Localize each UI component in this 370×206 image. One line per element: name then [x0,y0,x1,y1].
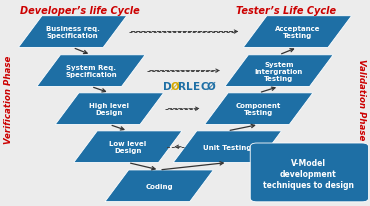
Text: Unit Testing: Unit Testing [203,144,252,150]
FancyBboxPatch shape [250,143,369,202]
Text: C: C [201,82,208,92]
Text: Verification Phase: Verification Phase [4,55,13,143]
Text: Coding: Coding [145,183,173,189]
Polygon shape [105,170,213,202]
Text: D: D [163,82,172,92]
Polygon shape [74,131,182,163]
Text: Ø: Ø [170,82,179,92]
Text: Ø: Ø [207,82,216,92]
Text: E: E [193,82,201,92]
Text: Business req.
Specification: Business req. Specification [46,26,100,39]
Text: Component
Testing: Component Testing [236,103,282,116]
Text: System
Intergration
Testing: System Intergration Testing [255,61,303,81]
Text: V-Model
development
techniques to design: V-Model development techniques to design [263,158,354,189]
Polygon shape [205,93,313,125]
Polygon shape [243,17,352,48]
Text: Low level
Design: Low level Design [109,140,147,153]
Polygon shape [173,131,282,163]
Text: Acceptance
Testing: Acceptance Testing [275,26,320,39]
Text: L: L [186,82,193,92]
Polygon shape [18,17,127,48]
Text: High level
Design: High level Design [90,103,130,116]
Polygon shape [55,93,164,125]
Text: System Req.
Specification: System Req. Specification [65,65,117,78]
Text: Developer’s life Cycle: Developer’s life Cycle [20,6,140,16]
Text: Tester’s Life Cycle: Tester’s Life Cycle [236,6,336,16]
Polygon shape [37,56,145,87]
Polygon shape [225,56,333,87]
Text: Validation Phase: Validation Phase [357,59,366,139]
Text: R: R [178,82,186,92]
